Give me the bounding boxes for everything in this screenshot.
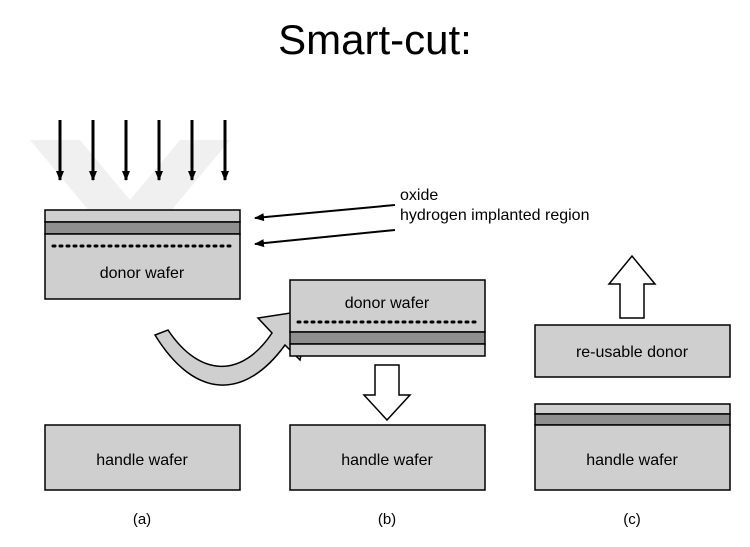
annotation-arrows <box>255 205 395 244</box>
reusable-donor-label: re-usable donor <box>576 344 689 361</box>
donor-wafer-a: donor wafer <box>45 210 240 299</box>
up-arrow-c <box>609 256 655 318</box>
caption-b: (b) <box>378 511 396 528</box>
handle-wafer-b-label: handle wafer <box>341 452 433 469</box>
down-arrow-b <box>364 365 410 420</box>
donor-wafer-label: donor wafer <box>100 265 185 282</box>
hydrogen-region-label: hydrogen implanted region <box>400 207 589 224</box>
panel-b: donor wafer handle wafer (b) <box>290 280 485 528</box>
panel-c: re-usable donor handle wafer (c) <box>535 256 730 528</box>
flip-arrow <box>155 310 310 385</box>
donor-wafer-b-label: donor wafer <box>345 295 430 312</box>
diagram-svg: donor wafer oxide hydrogen implanted reg… <box>0 0 750 547</box>
handle-wafer-c-label: handle wafer <box>586 452 678 469</box>
handle-wafer-c: handle wafer <box>535 404 730 490</box>
donor-wafer-b: donor wafer <box>290 280 485 356</box>
caption-c: (c) <box>623 511 641 528</box>
diagram-stage: Smart-cut: <box>0 0 750 547</box>
oxide-label: oxide <box>400 187 438 204</box>
caption-a: (a) <box>133 511 151 528</box>
handle-wafer-a-label: handle wafer <box>96 452 188 469</box>
